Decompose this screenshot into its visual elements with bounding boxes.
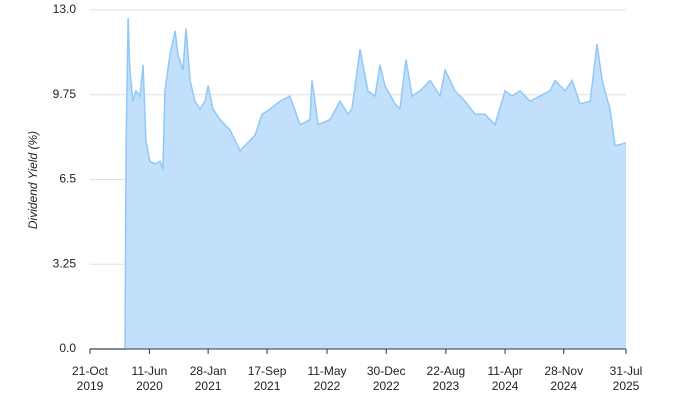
x-tick-label: 28-Jan 2021 — [189, 364, 227, 393]
y-axis-label: Dividend Yield (%) — [26, 131, 40, 229]
x-tick-label: 22-Aug 2023 — [426, 364, 466, 393]
area — [90, 17, 626, 349]
x-tick-label: 11-Apr 2024 — [487, 364, 523, 393]
x-tick-label: 11-Jun 2020 — [131, 364, 168, 393]
y-tick-label: 3.25 — [53, 256, 77, 270]
y-tick-label: 6.5 — [59, 172, 76, 186]
x-tick-label: 31-Jul 2025 — [609, 364, 643, 393]
x-tick-label: 28-Nov 2024 — [544, 364, 584, 393]
y-tick-label: 13.0 — [53, 2, 77, 16]
line — [90, 17, 627, 350]
y-tick-label: 0.0 — [59, 341, 76, 355]
x-tick-label: 30-Dec 2022 — [366, 364, 406, 393]
x-tick-label: 11-May 2022 — [307, 364, 347, 393]
x-tick-label: 21-Oct 2019 — [71, 364, 108, 393]
y-tick-label: 9.75 — [53, 87, 77, 101]
x-tick-label: 17-Sep 2021 — [247, 364, 287, 393]
